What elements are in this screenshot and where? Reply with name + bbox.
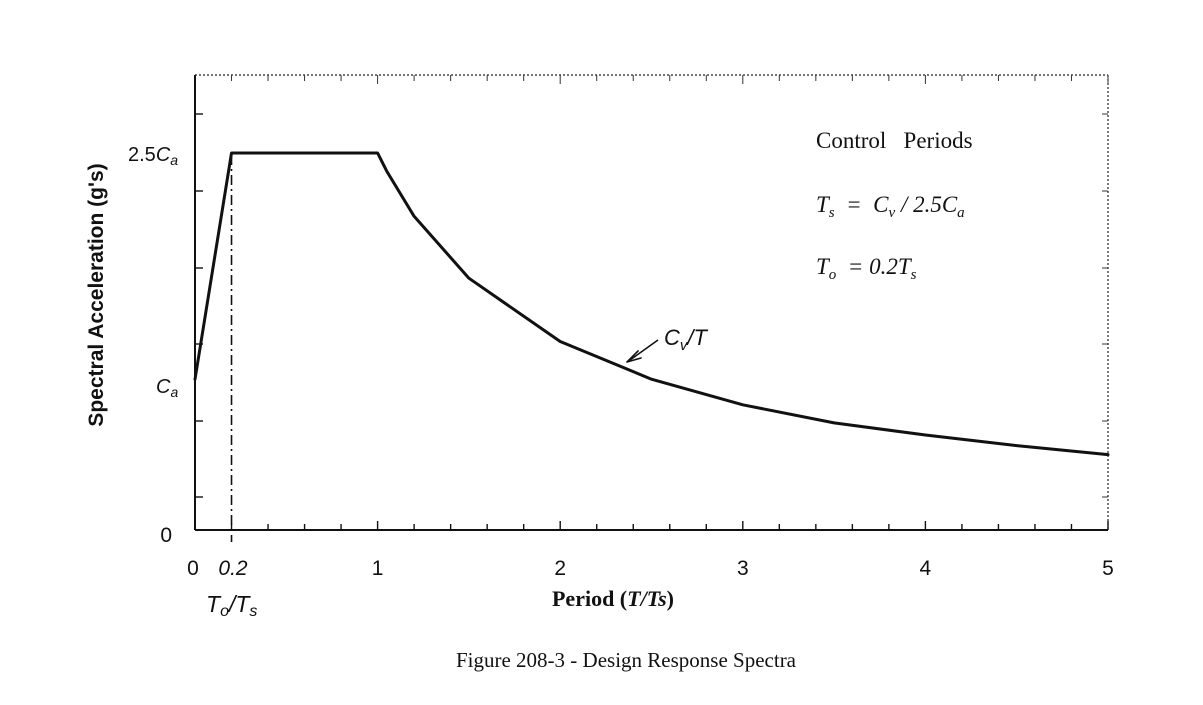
x-tick-label: 1 xyxy=(372,557,384,580)
x-tick-label: 4 xyxy=(920,557,932,580)
spectrum-data-point xyxy=(650,378,653,381)
tick-layer xyxy=(195,75,1109,530)
curve-label-arrowhead xyxy=(626,350,642,363)
curve-layer xyxy=(193,151,1110,457)
x-axis-title: Period (T/Ts) xyxy=(552,586,674,611)
curve-label-arrow xyxy=(629,339,659,361)
spectrum-data-point xyxy=(230,152,233,154)
x-tick-label: 3 xyxy=(737,557,749,580)
spectrum-data-point xyxy=(833,422,835,424)
spectrum-data-point xyxy=(1015,444,1018,447)
ts-formula: Ts = Cv / 2.5Ca xyxy=(816,192,965,221)
y-tick-label: 0 xyxy=(160,524,172,547)
spectrum-data-point xyxy=(413,215,415,218)
spectrum-data-point xyxy=(559,340,561,343)
x-tick-label: 0 xyxy=(187,557,199,580)
spectrum-data-point xyxy=(1107,453,1109,456)
x-tick-label: 0.2 xyxy=(218,557,248,580)
spectrum-data-point xyxy=(194,378,196,381)
x-tick-label: 2 xyxy=(554,557,566,580)
spectrum-data-point xyxy=(385,170,388,172)
y-tick-label: Ca xyxy=(156,376,178,400)
spectrum-data-point xyxy=(376,152,379,154)
control-periods-title: Control Periods xyxy=(816,128,973,153)
y-tick-label: 2.5Ca xyxy=(128,144,178,168)
curve-label: Cv/T xyxy=(664,325,709,354)
plot-frame-layer xyxy=(194,74,1109,531)
t0-formula: To = 0.2Ts xyxy=(816,254,917,283)
y-axis-title: Spectral Acceleration (g's) xyxy=(85,163,108,426)
x-tick-label: 5 xyxy=(1102,557,1114,580)
reference-line-label: To/Ts xyxy=(206,591,257,620)
spectrum-series-line xyxy=(193,151,1110,457)
spectrum-data-point xyxy=(924,434,927,436)
figure-caption: Figure 208-3 - Design Response Spectra xyxy=(456,648,797,672)
text-layer: 0 0.2 1 2 3 4 5 0 Ca 2.5Ca To/Ts Period (T/Ts) Spect… xyxy=(85,128,1114,672)
spectrum-data-point xyxy=(742,404,744,406)
spectrum-data-point xyxy=(468,277,470,280)
